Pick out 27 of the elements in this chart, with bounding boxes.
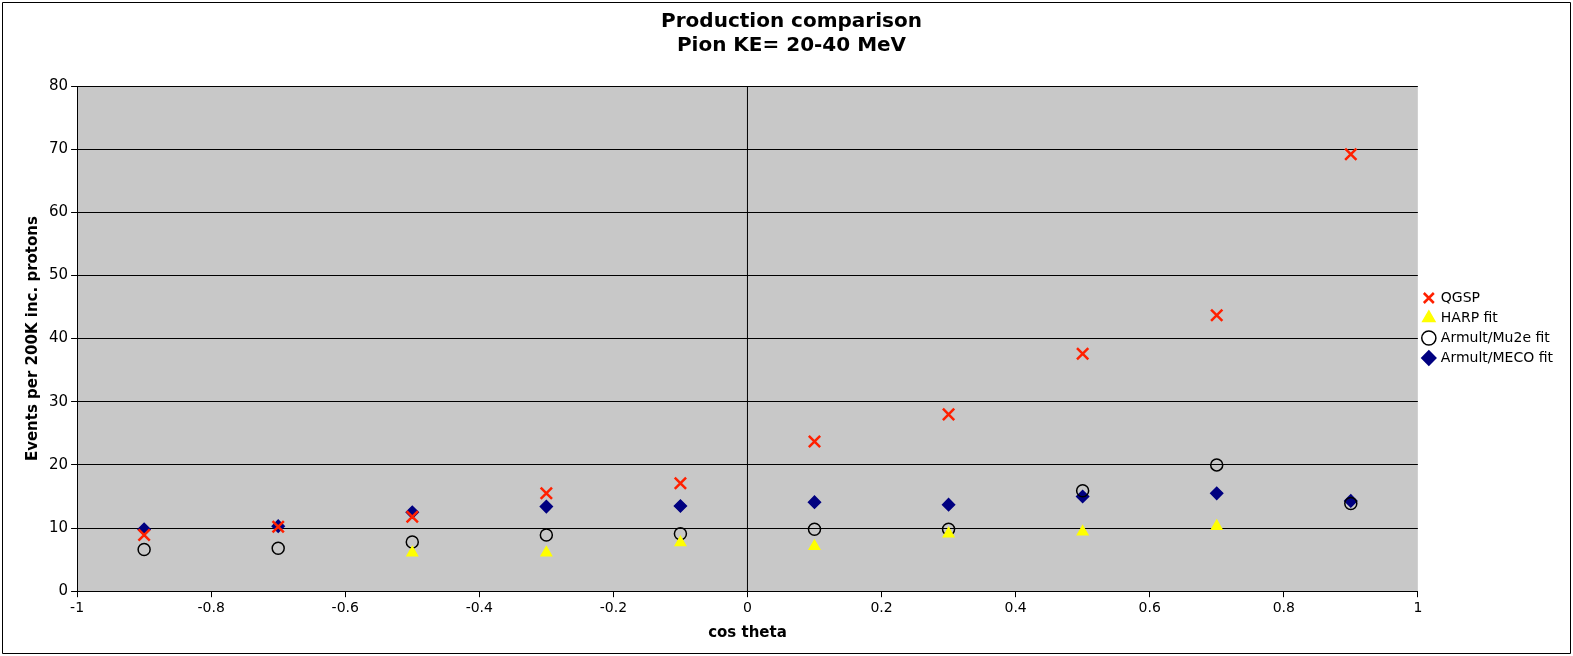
chart-title: Production comparison Pion KE= 20-40 MeV — [661, 8, 922, 57]
legend-label: QGSP — [1440, 288, 1481, 305]
x-tick-label: 0.8 — [1272, 599, 1295, 616]
legend-label: HARP fit — [1440, 308, 1499, 325]
x-tick-label: -1 — [70, 599, 85, 616]
y-tick-label: 0 — [58, 581, 69, 600]
x-tick-label: 0.2 — [870, 599, 893, 616]
y-tick-label: 60 — [48, 202, 69, 221]
y-tick-label: 50 — [48, 265, 69, 284]
y-tick-label: 40 — [48, 328, 69, 347]
legend-label: Armult/Mu2e fit — [1440, 328, 1551, 345]
x-tick-label: -0.6 — [331, 599, 359, 616]
x-tick-label: -0.4 — [465, 599, 494, 616]
y-tick-label: 30 — [48, 391, 69, 410]
x-tick-label: 0.6 — [1138, 599, 1161, 616]
x-tick-label: -0.8 — [197, 599, 225, 616]
y-tick-label: 70 — [48, 139, 69, 158]
y-tick-label: 80 — [48, 75, 69, 94]
y-tick-label: 10 — [48, 517, 69, 536]
x-tick-label: 1 — [1413, 599, 1423, 616]
x-tick-label: -0.2 — [599, 599, 628, 616]
x-axis-title: cos theta — [708, 622, 787, 641]
x-tick-label: 0 — [743, 599, 752, 616]
legend-label: Armult/MECO fit — [1440, 348, 1554, 365]
x-tick-label: 0.4 — [1004, 599, 1027, 616]
y-axis-title: Events per 200K inc. protons — [22, 216, 41, 462]
y-tick-label: 20 — [48, 454, 69, 473]
